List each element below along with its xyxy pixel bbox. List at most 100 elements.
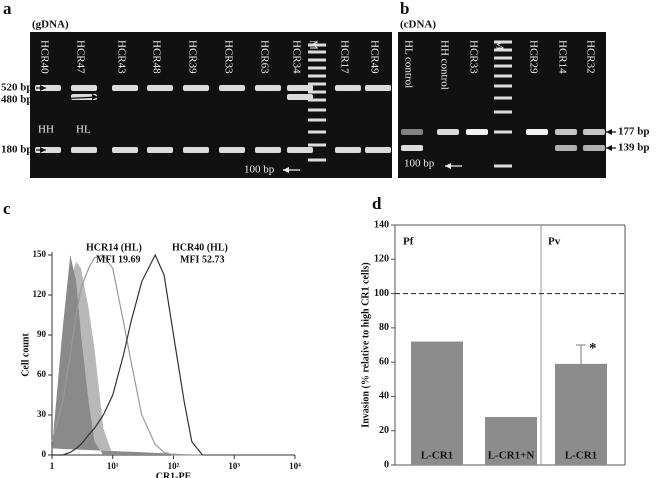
gel-band — [287, 147, 313, 153]
gel-band — [183, 85, 209, 91]
gel-band — [219, 147, 245, 153]
y-tick-label: 150 — [33, 249, 47, 259]
y-tick-label: 140 — [374, 219, 389, 230]
lane-label: HCR49 — [368, 40, 380, 74]
ladder-band — [308, 50, 326, 54]
bar — [555, 363, 607, 465]
y-tick-label: 30 — [37, 409, 47, 419]
ladder-band — [308, 74, 326, 78]
ladder-band — [494, 40, 512, 44]
arrow-head — [40, 85, 46, 91]
bar — [411, 341, 463, 465]
gel-band — [71, 85, 97, 91]
significance: * — [589, 340, 597, 356]
ladder-band — [494, 74, 512, 78]
ladder-band — [494, 56, 512, 60]
gel-b — [398, 32, 606, 178]
group-label: Pf — [403, 236, 414, 248]
y-tick-label: 60 — [379, 356, 389, 367]
arrow-head — [283, 167, 289, 173]
y-tick-label: 20 — [379, 425, 389, 436]
ladder-band — [494, 130, 512, 134]
gel-band — [583, 129, 605, 135]
gel-band — [112, 147, 138, 153]
y-tick-label: 0 — [42, 449, 47, 459]
ladder-band — [494, 64, 512, 68]
y-tick-label: 100 — [374, 288, 389, 299]
lane-label: HL control — [402, 40, 414, 88]
annotation: MFI 52.73 — [180, 254, 224, 265]
panel-label: b — [400, 0, 409, 18]
bar-label: L-CR1+N — [488, 450, 535, 462]
arrow-head — [445, 163, 451, 169]
panel-label: a — [3, 0, 12, 18]
y-tick-label: 90 — [37, 329, 47, 339]
lane-label: HCR33 — [222, 40, 234, 74]
lane-label: HCR32 — [584, 40, 596, 74]
arrow-head — [606, 129, 612, 135]
ladder-band — [308, 130, 326, 134]
ladder-band — [308, 90, 326, 94]
gel-band — [255, 85, 281, 91]
error-bar — [576, 344, 586, 364]
lane-label: HCR43 — [115, 40, 127, 74]
histogram-line — [52, 253, 203, 456]
size-label: 520 bp — [1, 82, 33, 94]
y-axis-title: Invasion (% relative to high CR1 cells) — [360, 262, 371, 427]
lane-label: HCR39 — [186, 40, 198, 74]
gel-band — [287, 85, 313, 91]
ladder-band — [308, 108, 326, 112]
histogram-line — [51, 254, 203, 456]
lane-label: HCR14 — [556, 40, 568, 74]
lane-label: HCR47 — [74, 40, 86, 74]
ladder-band — [494, 96, 512, 100]
gel-band — [147, 85, 173, 91]
size-label: 139 bp — [618, 142, 650, 154]
marker-label: 100 bp — [404, 158, 435, 170]
ladder-band — [308, 158, 326, 162]
lane-label: HCR48 — [150, 40, 162, 74]
ladder-band — [308, 66, 326, 70]
gel-band — [255, 147, 281, 153]
ladder-band — [308, 58, 326, 62]
lane-label: HCR29 — [527, 40, 539, 74]
lane-label: HCR40 — [38, 40, 50, 74]
genotype: HL — [76, 124, 91, 136]
lane-label: HH control — [438, 40, 450, 90]
lane-label: HCR34 — [290, 40, 302, 74]
arrow-head — [40, 147, 46, 153]
y-tick-label: 40 — [379, 391, 389, 402]
ladder-band — [308, 143, 326, 147]
gel-band — [335, 147, 361, 153]
x-tick-label: 1 — [50, 461, 55, 471]
lane-label: M — [493, 40, 505, 50]
bar-label: L-CR1 — [565, 450, 597, 462]
ladder-band — [308, 118, 326, 122]
gel-band — [583, 145, 605, 151]
lane-label: HCR63 — [258, 40, 270, 74]
gel-band — [335, 85, 361, 91]
gel-band — [555, 129, 577, 135]
x-tick-label: 10³ — [228, 461, 240, 471]
bar — [485, 417, 537, 465]
panel-label: c — [3, 199, 11, 218]
histogram-area — [52, 255, 203, 455]
size-label: 480 bp — [1, 94, 33, 106]
y-tick-label: 60 — [37, 369, 47, 379]
arrow-head — [606, 145, 612, 151]
arrow-head — [92, 94, 98, 100]
ladder-band — [494, 48, 512, 52]
y-tick-label: 0 — [384, 459, 389, 470]
size-label: 180 bp — [1, 144, 33, 156]
panel-label: d — [372, 194, 382, 213]
gel-band — [437, 129, 459, 135]
gel-band — [147, 147, 173, 153]
ladder-band — [494, 110, 512, 114]
genotype: HH — [38, 124, 54, 136]
x-axis-title: CR1-PE — [156, 471, 192, 478]
gels: HCR40 HCR47 HCR43 HCR48 HCR39 HCR33 HCR63 HCR34… — [30, 32, 606, 178]
gel-band — [526, 129, 548, 135]
ladder-band — [494, 84, 512, 88]
y-axis-title: Cell count — [20, 333, 31, 377]
gel-band — [401, 129, 423, 135]
